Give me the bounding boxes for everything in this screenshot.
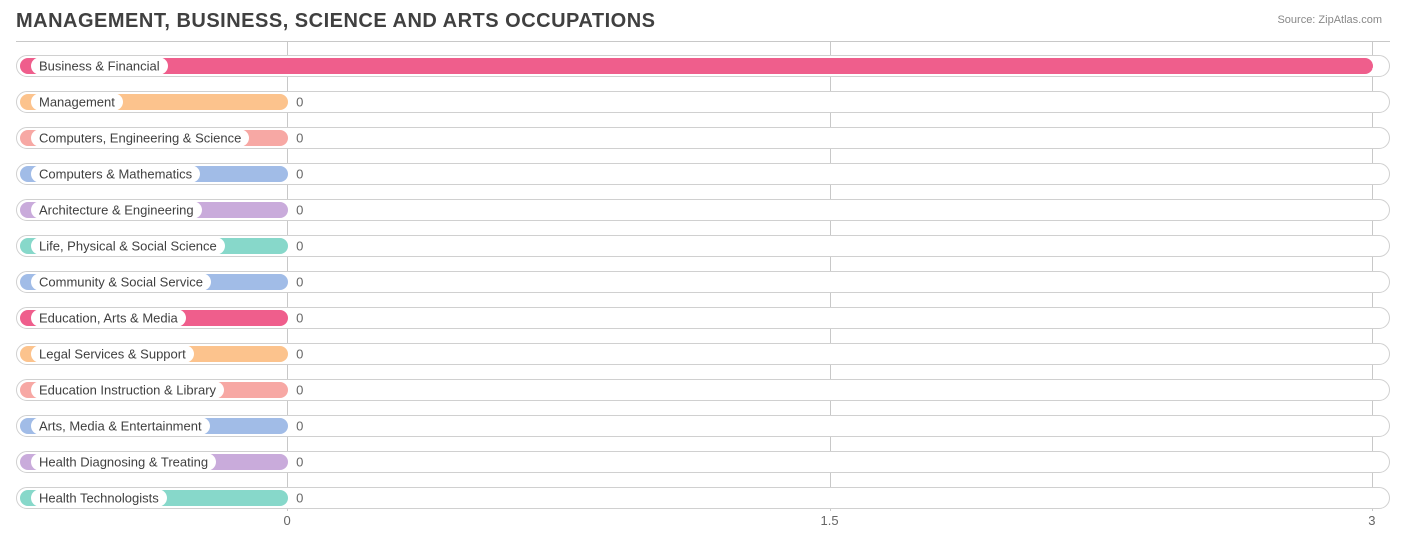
bar-value: 0: [296, 275, 303, 290]
bar-value: 0: [296, 491, 303, 506]
bar-track: Life, Physical & Social Science 0: [16, 235, 1390, 257]
bar-row: Health Diagnosing & Treating 0: [16, 444, 1390, 480]
bar-rows: Business & Financial3Management0Computer…: [16, 42, 1390, 516]
bar-value: 0: [296, 131, 303, 146]
bar-row: Legal Services & Support 0: [16, 336, 1390, 372]
x-tick-label: 0: [284, 513, 291, 528]
bar-row: Computers & Mathematics 0: [16, 156, 1390, 192]
bar-track: Management 0: [16, 91, 1390, 113]
bar-value: 0: [296, 455, 303, 470]
bar-row: Life, Physical & Social Science 0: [16, 228, 1390, 264]
bar-value: 0: [296, 311, 303, 326]
bar-label: Management: [31, 94, 123, 111]
bar-value: 0: [296, 167, 303, 182]
bar-value: 0: [296, 419, 303, 434]
chart-header: MANAGEMENT, BUSINESS, SCIENCE AND ARTS O…: [16, 10, 1390, 33]
bar-label: Education, Arts & Media: [31, 310, 186, 327]
bar-track: Architecture & Engineering 0: [16, 199, 1390, 221]
bar-row: Computers, Engineering & Science 0: [16, 120, 1390, 156]
bar-value: 0: [296, 347, 303, 362]
bar-row: Arts, Media & Entertainment 0: [16, 408, 1390, 444]
bar-track: Business & Financial 3: [16, 55, 1390, 77]
bar-row: Community & Social Service 0: [16, 264, 1390, 300]
bar-label: Computers & Mathematics: [31, 166, 200, 183]
bar-fill: [20, 58, 1373, 74]
bar-label: Computers, Engineering & Science: [31, 130, 249, 147]
bar-label: Education Instruction & Library: [31, 382, 224, 399]
bar-value: 0: [296, 95, 303, 110]
bar-track: Community & Social Service 0: [16, 271, 1390, 293]
bar-track: Education, Arts & Media 0: [16, 307, 1390, 329]
x-tick-label: 1.5: [821, 513, 839, 528]
bar-track: Health Diagnosing & Treating 0: [16, 451, 1390, 473]
bar-row: Education Instruction & Library 0: [16, 372, 1390, 408]
bar-label: Life, Physical & Social Science: [31, 238, 225, 255]
bar-label: Architecture & Engineering: [31, 202, 202, 219]
bar-row: Management 0: [16, 84, 1390, 120]
bar-row: Education, Arts & Media 0: [16, 300, 1390, 336]
bar-label: Legal Services & Support: [31, 346, 194, 363]
plot-area: Business & Financial3Management0Computer…: [16, 41, 1390, 531]
x-axis: 01.53: [16, 511, 1390, 531]
bar-value: 3: [1372, 59, 1379, 74]
chart-title: MANAGEMENT, BUSINESS, SCIENCE AND ARTS O…: [16, 10, 655, 33]
x-tick-label: 3: [1368, 513, 1375, 528]
bar-label: Arts, Media & Entertainment: [31, 418, 210, 435]
bar-value: 0: [296, 239, 303, 254]
bar-label: Health Diagnosing & Treating: [31, 454, 216, 471]
bar-track: Education Instruction & Library 0: [16, 379, 1390, 401]
chart-container: MANAGEMENT, BUSINESS, SCIENCE AND ARTS O…: [0, 0, 1406, 558]
chart-source: Source: ZipAtlas.com: [1277, 10, 1390, 26]
bar-value: 0: [296, 383, 303, 398]
bar-row: Architecture & Engineering 0: [16, 192, 1390, 228]
bar-label: Health Technologists: [31, 490, 167, 507]
bar-row: Business & Financial 3: [16, 48, 1390, 84]
bar-track: Arts, Media & Entertainment 0: [16, 415, 1390, 437]
bar-track: Legal Services & Support 0: [16, 343, 1390, 365]
bar-value: 0: [296, 203, 303, 218]
bar-track: Computers, Engineering & Science 0: [16, 127, 1390, 149]
bar-track: Health Technologists 0: [16, 487, 1390, 509]
bar-label: Community & Social Service: [31, 274, 211, 291]
bar-label: Business & Financial: [31, 58, 168, 75]
bar-track: Computers & Mathematics 0: [16, 163, 1390, 185]
